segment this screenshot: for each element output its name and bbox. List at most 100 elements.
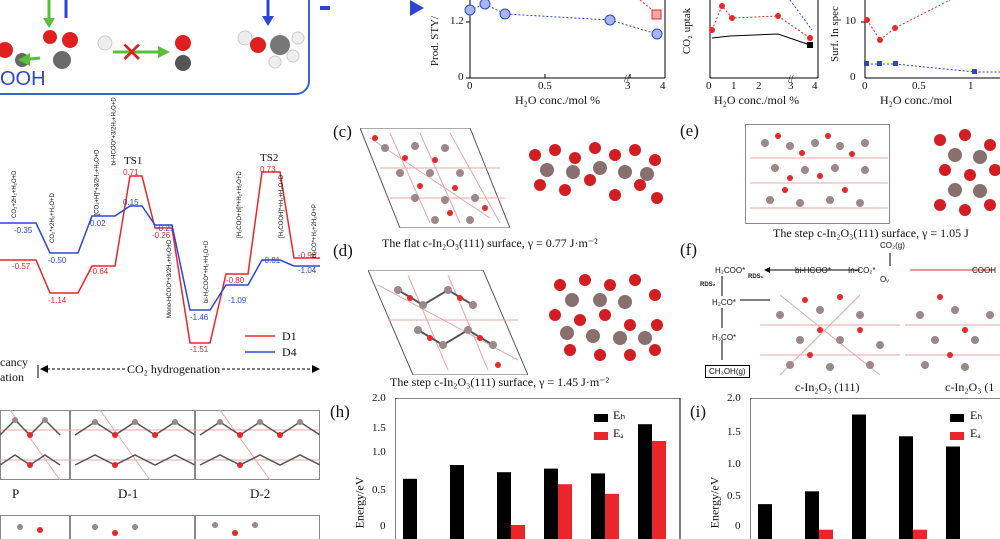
bar-i-s0-2 xyxy=(852,414,866,539)
state-label-1: CO₂*+2H₂+H₂O+D xyxy=(50,193,56,243)
h-ytick-1: 0.5 xyxy=(372,484,386,496)
co2-xtick-1: 1 xyxy=(731,80,737,92)
step-surface-e-structure xyxy=(750,133,888,209)
state-label-3: bi-HCOO*+3/2H₂+H₂O+D xyxy=(111,97,118,166)
d1-value-3: 0.71 xyxy=(123,168,139,177)
h-ytick-4: 2.0 xyxy=(372,392,386,404)
bar-chart-i xyxy=(750,398,1000,539)
bar-h-s1-3 xyxy=(558,484,572,539)
d4-value-3: 0.15 xyxy=(123,198,139,207)
ooh-label: OOH xyxy=(0,68,46,90)
co2-xtick-2: 2 xyxy=(756,80,762,92)
prod-sty-ytick-1: 1.2 xyxy=(450,15,464,27)
bar-i-s1-1 xyxy=(819,529,833,539)
panel-label-h: (h) xyxy=(330,402,350,421)
scheme-h2co: H₂CO* xyxy=(712,298,736,307)
surf-ytick-1: 10 xyxy=(845,15,856,27)
slab-label-d1: D-1 xyxy=(118,486,139,501)
state-label-7: [H₂COOH]*+H₂+H₂O+D xyxy=(279,174,285,238)
scheme-cooh: COOH xyxy=(972,266,996,275)
legend-d4: D4 xyxy=(282,345,297,359)
bar-h-s0-3 xyxy=(544,468,558,539)
d1-value-6: -0.80 xyxy=(226,276,245,285)
prod-sty-xtick-1: 0.5 xyxy=(538,80,552,92)
d4-value-8: -1.04 xyxy=(298,266,317,275)
slab-label-p: P xyxy=(12,486,20,501)
d1-value-5: -1.51 xyxy=(190,345,209,354)
h-legend-swatch-eb xyxy=(594,414,608,422)
state-label-4: Mono-HCOO*+3/2H₂+H₂O+D xyxy=(167,239,173,318)
scheme-bi-hcoo: bi-HCOO* xyxy=(795,266,832,275)
bar-i-s0-4 xyxy=(946,446,960,539)
panel-label-e: (e) xyxy=(680,121,699,140)
chart-surf-in xyxy=(861,0,1000,79)
h-ytick-3: 1.5 xyxy=(372,422,386,434)
svg-text://: // xyxy=(624,74,630,85)
slab-art-row1 xyxy=(0,410,320,480)
step-surface-e-side-view xyxy=(934,129,1000,216)
d4-value-2: 0.02 xyxy=(90,219,106,228)
prod-sty-xtick-2: 3 xyxy=(625,80,631,92)
i-legend-swatch-ea xyxy=(950,432,964,440)
bar-i-s0-0 xyxy=(758,504,772,539)
d1-value-8: -0.98 xyxy=(298,251,317,260)
state-label-0: CO₂+2H₂+H₂O+D xyxy=(12,170,18,218)
bar-h-s0-5 xyxy=(638,424,652,539)
surf-xtick-2: 1 xyxy=(968,80,974,92)
prod-sty-ylabel: Prod. STY/ xyxy=(429,15,441,67)
surf-xtick-1: 0.5 xyxy=(912,80,926,92)
step-surface-side-view xyxy=(549,274,663,361)
mechanism-scheme-art: ✕ xyxy=(0,0,330,71)
d4-value-0: -0.35 xyxy=(14,226,33,235)
bar-h-s0-1 xyxy=(450,465,464,539)
step-surface-structure xyxy=(368,270,528,375)
caption-d: The step c-In₂O₃(111) surface, γ = 1.45 … xyxy=(390,375,610,389)
i-ytick-2: 1.0 xyxy=(727,458,741,470)
i-ytick-4: 2.0 xyxy=(727,392,741,404)
h-ylabel: Energy/eV xyxy=(352,476,367,529)
caption-e: The step c-In₂O₃(111) surface, γ = 1.05 … xyxy=(773,226,969,240)
state-label-2: [CO₂+H]*+3/2H₂+H₂O+D xyxy=(94,149,101,216)
d1-value-4: -0.26 xyxy=(152,231,171,240)
svg-text://: // xyxy=(788,74,794,85)
panel-label-d: (d) xyxy=(333,241,353,260)
state-label-6: [H₂COO+H]*+H₂+H₂O+D xyxy=(237,171,243,238)
h-ytick-0: 0 xyxy=(380,520,386,532)
bar-i-s0-3 xyxy=(899,436,913,539)
scheme-in-co2: In-CO₂* xyxy=(848,266,876,275)
h-legend-ea: Eₐ xyxy=(613,426,624,440)
scheme-arrows xyxy=(721,253,995,360)
panel-label-i: (i) xyxy=(690,402,707,421)
ts2-label: TS2 xyxy=(260,152,279,164)
bar-i-s1-3 xyxy=(913,529,927,539)
svg-text:✕: ✕ xyxy=(120,38,143,69)
scheme-rds1: RDS₁ xyxy=(748,274,764,280)
scheme-co2g: CO₂(g) xyxy=(880,241,905,250)
prod-sty-ytick-0: 0 xyxy=(458,71,464,83)
caption-f-right: c-In₂O₃ (1 xyxy=(945,380,995,394)
d1-value-2: -0.64 xyxy=(90,267,109,276)
scheme-surface-right xyxy=(905,294,1000,371)
d4-value-1: -0.50 xyxy=(48,256,67,265)
i-legend-swatch-eb xyxy=(950,414,964,422)
h-legend-eb: Eₕ xyxy=(613,408,626,422)
h-ytick-2: 1.0 xyxy=(372,446,386,458)
ts1-label: TS1 xyxy=(124,155,143,167)
prod-sty-xlabel: H₂O conc./mol % xyxy=(515,93,601,107)
bar-i-s0-1 xyxy=(805,491,819,539)
state-label-5: bi-H₂COO*+H₂+H₂O+D xyxy=(204,240,210,303)
mechanism-scheme-box xyxy=(0,0,310,95)
i-ytick-0: 0 xyxy=(735,520,741,532)
surf-ytick-0: 0 xyxy=(850,71,856,83)
bar-h-s0-2 xyxy=(497,472,511,539)
co2-xtick-0: 0 xyxy=(706,80,712,92)
bar-h-s1-2 xyxy=(511,525,525,539)
legend-d1: D1 xyxy=(282,329,297,343)
flat-surface-side-view xyxy=(529,142,663,204)
region-left-label-2: ation xyxy=(0,370,24,384)
bar-h-s0-0 xyxy=(403,478,417,539)
d1-value-7: 0.73 xyxy=(260,165,276,174)
co2-xtick-4: 4 xyxy=(812,80,818,92)
bar-chart-h xyxy=(395,398,681,539)
d4-value-5: -1.46 xyxy=(190,313,209,322)
